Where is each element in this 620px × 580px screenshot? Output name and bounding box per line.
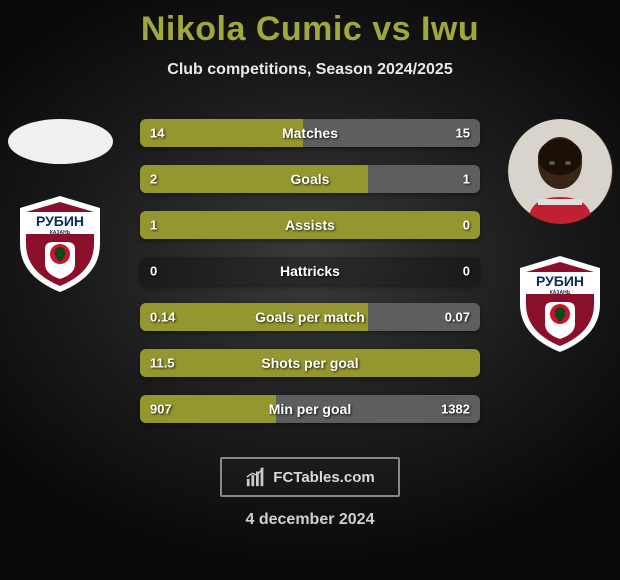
bar-right-fill — [368, 303, 480, 331]
watermark-text: FCTables.com — [273, 469, 374, 486]
page-title: Nikola Cumic vs Iwu — [0, 0, 620, 49]
shield-icon: РУБИН КАЗАНЬ — [15, 194, 105, 294]
bar-track — [140, 303, 480, 331]
club-subtext: КАЗАНЬ — [550, 290, 571, 296]
stat-row: 0Hattricks0 — [140, 257, 480, 285]
bar-track — [140, 165, 480, 193]
stats-area: РУБИН КАЗАНЬ — [0, 119, 620, 439]
player-right-column: РУБИН КАЗАНЬ — [500, 119, 620, 354]
stat-row: 1Assists0 — [140, 211, 480, 239]
shield-icon: РУБИН КАЗАНЬ — [515, 254, 605, 354]
date: 4 december 2024 — [0, 511, 620, 529]
comparison-card: Nikola Cumic vs Iwu Club competitions, S… — [0, 0, 620, 580]
player-right-avatar — [508, 119, 613, 224]
bar-track — [140, 349, 480, 377]
bar-right-fill — [276, 395, 480, 423]
watermark: FCTables.com — [220, 457, 400, 497]
stat-row: 11.5Shots per goal — [140, 349, 480, 377]
stat-bars: 14Matches15 2Goals1 1Assists0 0Hattricks0 0.… — [140, 119, 480, 423]
bar-track — [140, 119, 480, 147]
bar-left-fill — [140, 303, 368, 331]
chart-icon — [245, 466, 267, 488]
player-left-avatar — [8, 119, 113, 164]
club-text: РУБИН — [536, 273, 584, 289]
player-right-club-badge: РУБИН КАЗАНЬ — [515, 254, 605, 354]
avatar-silhouette-icon — [508, 119, 613, 224]
player-left-column: РУБИН КАЗАНЬ — [0, 119, 120, 294]
bar-track — [140, 257, 480, 285]
stat-row: 14Matches15 — [140, 119, 480, 147]
player-left-club-badge: РУБИН КАЗАНЬ — [15, 194, 105, 294]
bar-left-fill — [140, 211, 480, 239]
subtitle: Club competitions, Season 2024/2025 — [0, 61, 620, 79]
stat-row: 907Min per goal1382 — [140, 395, 480, 423]
bar-right-fill — [368, 165, 480, 193]
stat-row: 0.14Goals per match0.07 — [140, 303, 480, 331]
club-subtext: КАЗАНЬ — [50, 230, 71, 236]
bar-right-fill — [303, 119, 480, 147]
bar-left-fill — [140, 119, 303, 147]
bar-track — [140, 211, 480, 239]
club-text: РУБИН — [36, 213, 84, 229]
bar-left-fill — [140, 395, 276, 423]
bar-left-fill — [140, 349, 480, 377]
bar-track — [140, 395, 480, 423]
bar-left-fill — [140, 165, 368, 193]
stat-row: 2Goals1 — [140, 165, 480, 193]
